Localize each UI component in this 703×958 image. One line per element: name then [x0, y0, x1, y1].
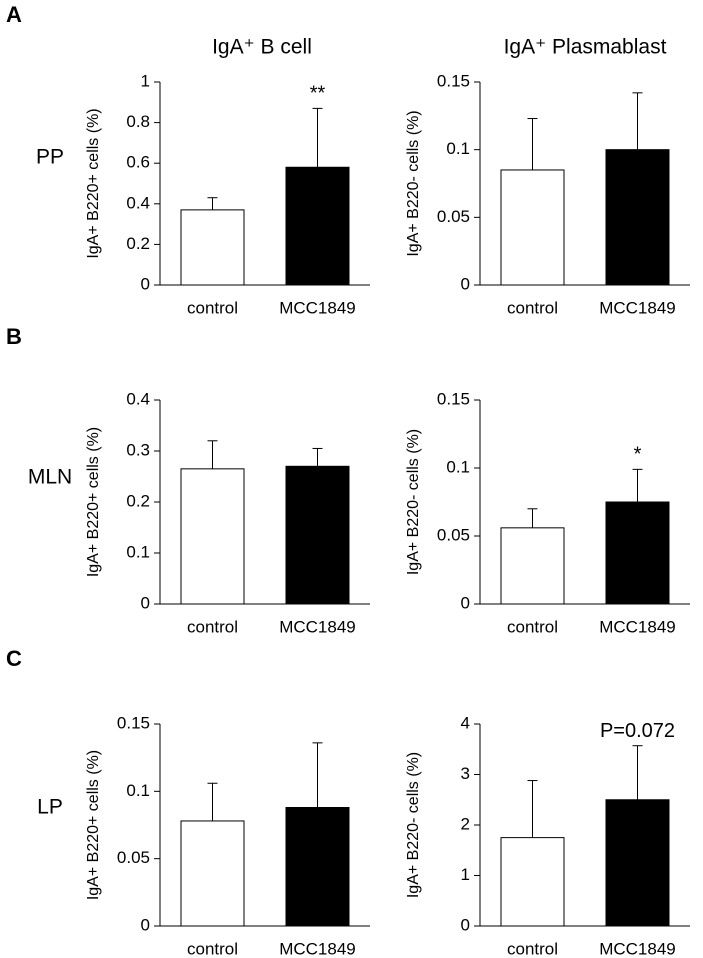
y-tick-label: 0.3 — [126, 440, 150, 459]
error-bar — [207, 782, 218, 821]
y-tick-label: 0.15 — [437, 71, 470, 90]
y-tick-label: 0.2 — [126, 234, 150, 253]
bar — [180, 820, 245, 927]
y-tick-label: 0.15 — [437, 389, 470, 408]
bar — [285, 806, 350, 927]
annotation: * — [634, 444, 642, 466]
y-tick-label: 0.4 — [126, 193, 150, 212]
error-bar — [632, 745, 643, 800]
y-tick-label: 0 — [461, 915, 470, 934]
y-tick-label: 2 — [461, 814, 470, 833]
bar — [500, 837, 565, 927]
bar — [500, 527, 565, 605]
y-axis-label: IgA+ B220+ cells (%) — [85, 108, 102, 258]
bar — [285, 166, 350, 286]
y-tick-label: 0.1 — [126, 781, 150, 800]
bar — [180, 468, 245, 605]
y-tick-label: 0.15 — [117, 713, 150, 732]
y-axis-label: IgA+ B220+ cells (%) — [85, 750, 102, 900]
bar — [500, 169, 565, 286]
y-tick-label: 0.6 — [126, 153, 150, 172]
y-axis-label: IgA+ B220- cells (%) — [405, 110, 422, 256]
error-bar — [632, 468, 643, 502]
y-tick-label: 0.05 — [437, 525, 470, 544]
error-bar — [632, 92, 643, 150]
y-tick-label: 0 — [461, 274, 470, 293]
panel-label: A — [6, 2, 22, 27]
y-tick-label: 0.05 — [117, 848, 150, 867]
x-tick-label: control — [187, 939, 238, 958]
error-bar — [312, 742, 323, 808]
x-tick-label: control — [187, 298, 238, 317]
row-label: LP — [37, 796, 63, 819]
error-bar — [527, 780, 538, 838]
y-tick-label: 0.05 — [437, 207, 470, 226]
x-tick-label: MCC1849 — [599, 617, 676, 636]
annotation: P=0.072 — [600, 720, 675, 742]
y-tick-label: 4 — [461, 713, 470, 732]
y-tick-label: 0.1 — [446, 457, 470, 476]
x-tick-label: control — [507, 298, 558, 317]
y-axis-label: IgA+ B220- cells (%) — [405, 429, 422, 575]
column-title: IgA⁺ B cell — [212, 36, 312, 59]
y-tick-label: 3 — [461, 764, 470, 783]
y-tick-label: 0 — [461, 593, 470, 612]
y-axis-label: IgA+ B220- cells (%) — [405, 752, 422, 898]
error-bar — [527, 118, 538, 170]
row-label: PP — [36, 146, 64, 169]
x-tick-label: control — [507, 617, 558, 636]
x-tick-label: control — [187, 617, 238, 636]
panel-label: C — [6, 646, 22, 671]
x-tick-label: MCC1849 — [599, 939, 676, 958]
y-tick-label: 0.2 — [126, 491, 150, 510]
y-tick-label: 0 — [141, 274, 150, 293]
x-tick-label: MCC1849 — [279, 298, 356, 317]
x-tick-label: MCC1849 — [599, 298, 676, 317]
y-tick-label: 0.4 — [126, 389, 150, 408]
bar — [180, 209, 245, 286]
row-label: MLN — [28, 466, 72, 489]
y-tick-label: 0.1 — [446, 139, 470, 158]
error-bar — [207, 440, 218, 469]
error-bar — [527, 508, 538, 528]
y-tick-label: 0.8 — [126, 112, 150, 131]
y-tick-label: 0.1 — [126, 542, 150, 561]
y-tick-label: 0 — [141, 915, 150, 934]
error-bar — [312, 447, 323, 467]
x-tick-label: MCC1849 — [279, 939, 356, 958]
y-tick-label: 0 — [141, 593, 150, 612]
x-tick-label: MCC1849 — [279, 617, 356, 636]
y-axis-label: IgA+ B220+ cells (%) — [85, 427, 102, 577]
annotation: ** — [310, 83, 326, 105]
bar — [605, 149, 670, 286]
bar — [285, 465, 350, 605]
column-title: IgA⁺ Plasmablast — [504, 36, 667, 59]
panel-label: B — [6, 324, 22, 349]
error-bar — [312, 107, 323, 168]
error-bar — [207, 197, 218, 210]
y-tick-label: 1 — [141, 71, 150, 90]
x-tick-label: control — [507, 939, 558, 958]
bar — [605, 501, 670, 605]
y-tick-label: 1 — [461, 865, 470, 884]
bar — [605, 799, 670, 927]
